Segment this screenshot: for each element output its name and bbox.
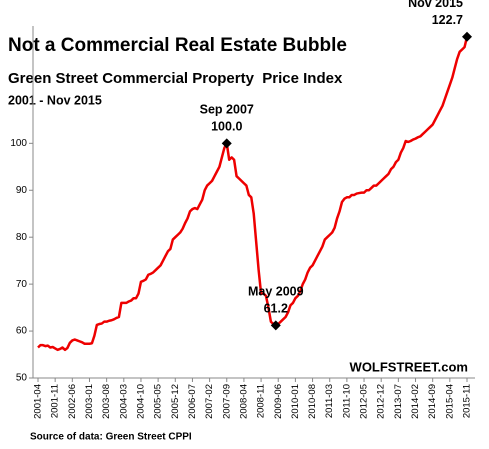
x-tick-label: 2014-09 — [427, 384, 438, 419]
x-tick-label: 2010-01 — [290, 384, 301, 419]
x-tick-label: 2012-12 — [376, 384, 387, 419]
x-tick-label: 2002-06 — [67, 384, 78, 419]
annotation-value: 122.7 — [432, 13, 463, 27]
annotation-value: 100.0 — [211, 120, 242, 134]
x-tick-label: 2008-11 — [256, 384, 267, 418]
y-tick-label: 50 — [16, 373, 28, 384]
x-tick-label: 2011-03 — [324, 384, 335, 418]
series-line — [37, 36, 469, 352]
x-tick-label: 2015-04 — [444, 384, 455, 419]
x-tick-label: 2013-07 — [393, 384, 404, 419]
x-tick-label: 2004-03 — [118, 384, 129, 419]
marker — [221, 138, 232, 149]
chart-title: Not a Commercial Real Estate Bubble — [8, 35, 347, 56]
y-tick-label: 100 — [10, 138, 27, 149]
y-tick-label: 90 — [16, 185, 28, 196]
x-tick-label: 2011-10 — [341, 384, 352, 418]
x-tick-label: 2005-05 — [153, 384, 164, 419]
source: Source of data: Green Street CPPI — [30, 432, 192, 443]
x-tick-label: 2008-04 — [238, 384, 249, 419]
x-tick-label: 2015-11 — [462, 384, 473, 418]
x-tick-label: 2009-06 — [273, 384, 284, 419]
annotation-value: 61.2 — [264, 302, 288, 316]
annotation-label: May 2009 — [248, 285, 304, 299]
chart-subtitle: Green Street Commercial Property Price I… — [8, 70, 343, 87]
x-tick-label: 2003-08 — [101, 384, 112, 419]
watermark: WOLFSTREET.com — [350, 359, 468, 374]
period: 2001 - Nov 2015 — [8, 93, 102, 107]
y-tick-label: 60 — [16, 326, 28, 337]
x-tick-label: 2004-10 — [135, 384, 146, 419]
x-tick-label: 2007-02 — [204, 384, 215, 419]
marker — [270, 320, 281, 331]
x-tick-label: 2012-05 — [359, 384, 370, 419]
x-tick-label: 2006-07 — [187, 384, 198, 419]
y-tick-label: 80 — [16, 232, 28, 243]
x-tick-label: 2001-11 — [50, 384, 61, 418]
y-tick-label: 70 — [16, 279, 28, 290]
x-tick-label: 2001-04 — [33, 384, 44, 419]
annotation-label: Sep 2007 — [200, 103, 254, 117]
x-tick-label: 2010-08 — [307, 384, 318, 419]
x-tick-label: 2005-12 — [170, 384, 181, 419]
x-tick-label: 2003-01 — [84, 384, 95, 419]
marker — [462, 31, 472, 42]
x-tick-label: 2007-09 — [221, 384, 232, 419]
x-tick-label: 2014-02 — [410, 384, 421, 419]
annotation-label: Nov 2015 — [408, 0, 463, 10]
